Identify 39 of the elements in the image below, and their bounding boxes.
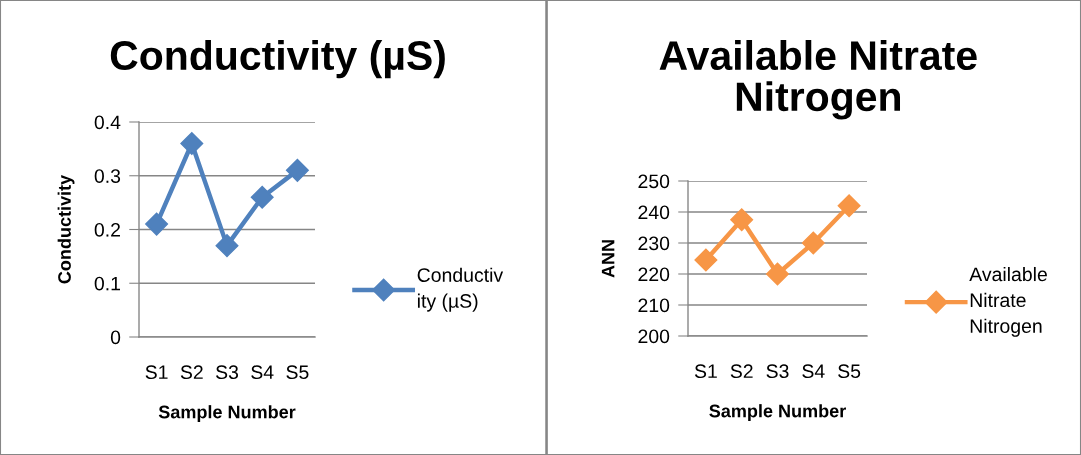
y-axis-title: Conductivity xyxy=(57,174,75,284)
x-tick-label: S4 xyxy=(251,365,274,380)
y-tick-label: 0.2 xyxy=(94,222,120,237)
point xyxy=(766,262,789,286)
x-tick-label: S4 xyxy=(802,364,825,379)
y-tick-label: 0.3 xyxy=(94,169,121,183)
point xyxy=(694,248,718,272)
legend-label: Available Nitrate Nitrogen xyxy=(969,266,1047,337)
y-axis-title: ANN xyxy=(601,240,615,278)
x-tick-label: S2 xyxy=(730,364,753,379)
y-tick-label: 210 xyxy=(638,298,670,313)
point xyxy=(730,208,754,232)
x-tick-label: S1 xyxy=(145,365,168,380)
y-tick-label: 0 xyxy=(110,330,121,345)
point xyxy=(180,132,204,155)
point xyxy=(215,234,239,258)
y-tick-label: 250 xyxy=(638,174,670,189)
chart-title: Conductivity (µS) xyxy=(110,40,445,79)
x-tick-label: S3 xyxy=(766,364,789,379)
x-axis-title: Sample Number xyxy=(709,404,846,421)
x-tick-label: S3 xyxy=(215,365,239,380)
point xyxy=(145,212,169,236)
x-tick-label: S5 xyxy=(286,365,309,380)
point xyxy=(285,158,309,182)
y-tick-label: 0.4 xyxy=(94,115,121,130)
legend-label: Conductivity (µS) xyxy=(417,267,504,312)
x-tick-label: S5 xyxy=(838,364,861,379)
x-tick-label: S2 xyxy=(180,365,203,380)
y-tick-label: 230 xyxy=(638,236,670,251)
y-tick-label: 200 xyxy=(638,329,670,344)
y-tick-label: 220 xyxy=(638,267,670,282)
point xyxy=(801,231,825,255)
point xyxy=(250,185,274,209)
point xyxy=(837,194,861,218)
chart-title: Available Nitrate Nitrogen xyxy=(659,40,977,120)
y-tick-label: 0.1 xyxy=(94,276,120,291)
x-tick-label: S1 xyxy=(694,364,717,379)
y-tick-label: 240 xyxy=(638,205,670,220)
x-axis-title: Sample Number xyxy=(158,405,296,422)
